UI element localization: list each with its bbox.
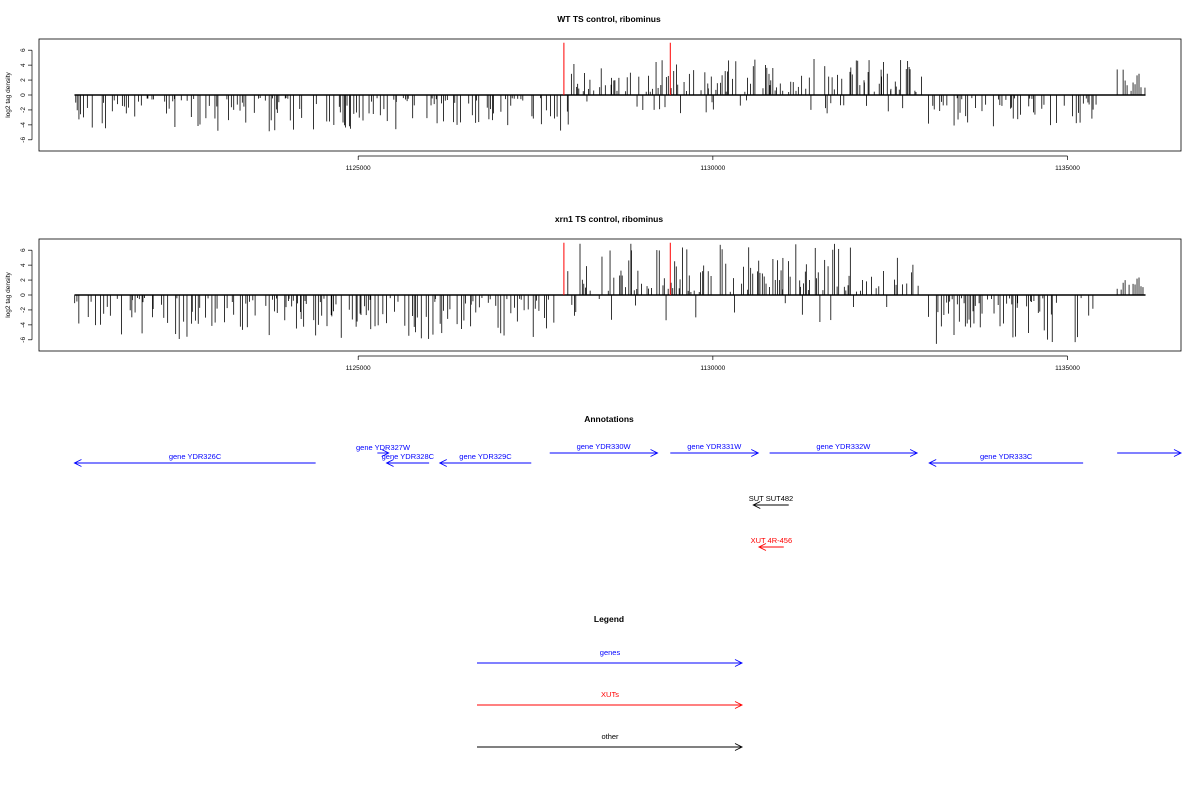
legend-item: genes xyxy=(477,648,744,667)
legend-item: other xyxy=(477,732,744,751)
xrn1-density-panel: xrn1 TS control, ribominus log2 tag dens… xyxy=(5,214,1182,372)
plot-frame xyxy=(38,238,1182,352)
legend-label: other xyxy=(601,732,619,741)
annotation-feature: SUT SUT482 xyxy=(749,494,793,509)
legend-item: XUTs xyxy=(477,690,744,709)
feature-arrowhead xyxy=(734,659,744,667)
annotation-feature: gene YDR327W xyxy=(356,443,411,457)
legend-label: genes xyxy=(600,648,621,657)
feature-label: gene YDR328C xyxy=(382,452,435,461)
y-tick-label: -6 xyxy=(20,137,27,143)
annotation-feature: gene YDR333C xyxy=(928,452,1084,467)
panel-title-wt: WT TS control, ribominus xyxy=(557,14,661,24)
annotation-feature: gene YDR328C xyxy=(382,452,435,467)
y-tick-label: 0 xyxy=(20,93,27,97)
y-tick-label: -4 xyxy=(20,122,27,128)
feature-label: gene YDR327W xyxy=(356,443,411,452)
x-tick-label: 1125000 xyxy=(346,165,371,172)
x-tick-label: 1125000 xyxy=(346,365,371,372)
x-tick-label: 1135000 xyxy=(1055,365,1080,372)
feature-label: gene YDR332W xyxy=(816,442,871,451)
wt-density-panel: WT TS control, ribominus log2 tag densit… xyxy=(5,14,1182,172)
y-tick-label: 6 xyxy=(20,48,27,52)
density-bars xyxy=(74,242,1146,344)
feature-label: gene YDR329C xyxy=(459,452,512,461)
y-tick-label: -6 xyxy=(20,337,27,343)
y-axis: -6 -4 -2 0 2 4 6 xyxy=(20,48,33,143)
y-axis: -6 -4 -2 0 2 4 6 xyxy=(20,248,33,343)
annotation-feature: XUT 4R-456 xyxy=(751,536,793,551)
feature-arrowhead xyxy=(381,449,390,457)
feature-arrowhead xyxy=(650,449,659,457)
y-tick-label: 2 xyxy=(20,78,27,82)
feature-label: XUT 4R-456 xyxy=(751,536,793,545)
feature-arrowhead xyxy=(1173,449,1183,457)
x-axis: 1125000 1130000 1135000 xyxy=(346,155,1080,172)
feature-arrowhead xyxy=(752,501,761,509)
x-tick-label: 1130000 xyxy=(700,365,725,372)
feature-label: gene YDR331W xyxy=(687,442,742,451)
feature-arrowhead xyxy=(757,543,767,551)
feature-arrowhead xyxy=(438,459,447,467)
legend-title: Legend xyxy=(594,614,624,624)
density-bars xyxy=(74,42,1146,132)
feature-arrowhead xyxy=(909,449,919,457)
annotation-feature: gene YDR330W xyxy=(549,442,659,457)
annotation-feature: gene YDR326C xyxy=(73,452,316,467)
annotation-feature: gene YDR329C xyxy=(438,452,532,467)
annotation-feature xyxy=(1117,449,1183,457)
legend: Legend genes XUTs other xyxy=(477,614,744,751)
y-tick-label: -2 xyxy=(20,307,27,313)
x-axis: 1125000 1130000 1135000 xyxy=(346,355,1080,372)
feature-arrowhead xyxy=(751,449,760,457)
feature-label: SUT SUT482 xyxy=(749,494,793,503)
y-tick-label: 6 xyxy=(20,248,27,252)
annotation-feature: gene YDR332W xyxy=(769,442,919,457)
feature-label: gene YDR333C xyxy=(980,452,1033,461)
y-tick-label: -4 xyxy=(20,322,27,328)
plot-frame xyxy=(38,38,1182,152)
legend-label: XUTs xyxy=(601,690,619,699)
feature-label: gene YDR330W xyxy=(577,442,632,451)
feature-arrowhead xyxy=(734,743,744,751)
y-tick-label: 0 xyxy=(20,293,27,297)
y-tick-label: 4 xyxy=(20,63,27,67)
y-axis-label: log2 tag density xyxy=(5,271,12,317)
y-tick-label: 2 xyxy=(20,278,27,282)
x-tick-label: 1130000 xyxy=(700,165,725,172)
feature-arrowhead xyxy=(928,459,937,467)
annotations-title: Annotations xyxy=(584,414,634,424)
y-tick-label: 4 xyxy=(20,263,27,267)
annotation-feature: gene YDR331W xyxy=(670,442,760,457)
feature-label: gene YDR326C xyxy=(169,452,222,461)
y-tick-label: -2 xyxy=(20,107,27,113)
legend-items: genes XUTs other xyxy=(477,648,744,751)
feature-arrowhead xyxy=(734,701,744,709)
feature-arrowhead xyxy=(385,459,394,467)
feature-arrowhead xyxy=(73,459,82,467)
y-axis-label: log2 tag density xyxy=(5,71,12,117)
panel-title-xrn1: xrn1 TS control, ribominus xyxy=(555,214,663,224)
x-tick-label: 1135000 xyxy=(1055,165,1080,172)
